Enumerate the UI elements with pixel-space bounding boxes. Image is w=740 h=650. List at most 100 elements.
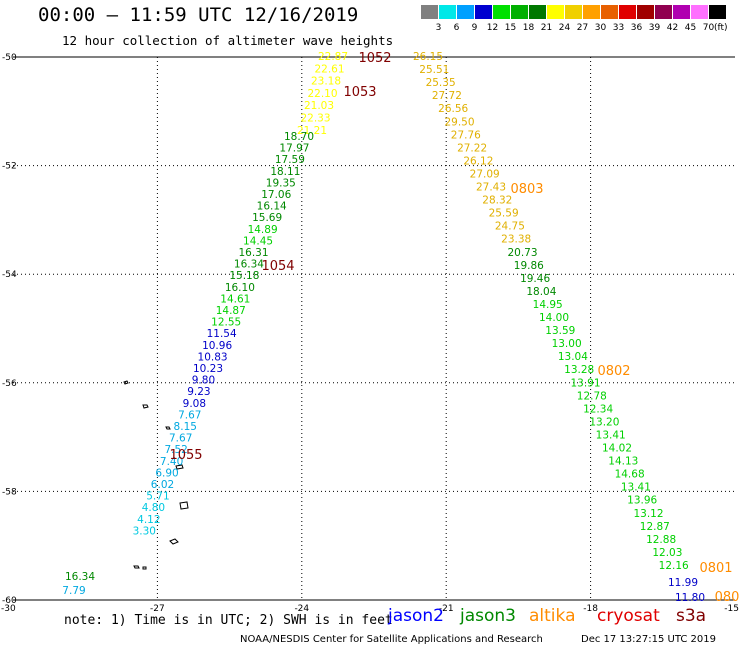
pass-time-label: 0803 — [510, 182, 543, 197]
island-outline — [169, 538, 179, 545]
wave-height-label: 18.11 — [270, 166, 300, 178]
wave-height-label: 21.03 — [304, 100, 334, 112]
wave-height-label: 9.80 — [192, 375, 215, 387]
wave-height-label: 22.33 — [300, 113, 330, 125]
wave-height-label: 10.23 — [193, 363, 223, 375]
page-title: 00:00 – 11:59 UTC 12/16/2019 — [38, 4, 359, 26]
legend-swatch — [583, 5, 600, 19]
wave-height-label: 23.38 — [501, 234, 531, 246]
legend-swatch — [439, 5, 456, 19]
wave-height-label: 7.40 — [160, 456, 183, 468]
legend-label: 12 — [486, 23, 499, 33]
legend-swatch — [529, 5, 546, 19]
wave-height-label: 22.10 — [307, 88, 337, 100]
satellite-legend-item: cryosat — [597, 606, 660, 626]
wave-height-label: 13.41 — [596, 429, 626, 441]
wave-height-label: 13.91 — [570, 377, 600, 389]
island-outline — [142, 566, 147, 570]
legend-label: 3 — [435, 23, 442, 33]
wave-height-label: 16.14 — [257, 201, 287, 213]
legend-swatch — [421, 5, 438, 19]
wave-height-label: 13.59 — [545, 325, 575, 337]
wave-height-label: 14.13 — [608, 456, 638, 468]
wave-height-label: 11.54 — [207, 328, 237, 340]
wave-height-label: 21.21 — [297, 125, 327, 137]
altimeter-tracks: 22.8722.6123.1822.1021.0322.3321.2118.70… — [62, 51, 705, 604]
wave-height-label: 7.79 — [62, 585, 85, 597]
legend-swatch — [493, 5, 510, 19]
wave-height-label: 12.88 — [646, 534, 676, 546]
wave-height-label: 6.90 — [155, 467, 178, 479]
wave-height-label: 24.75 — [495, 221, 525, 233]
latitude-tick-label: -60 — [2, 596, 17, 606]
longitude-tick-label: -15 — [724, 604, 739, 614]
island-outline — [175, 464, 184, 470]
wave-height-label: 13.96 — [627, 495, 657, 507]
island-outline — [165, 426, 171, 430]
wave-height-label: 14.00 — [539, 312, 569, 324]
legend-label: 30 — [594, 23, 607, 33]
legend-label: 24 — [558, 23, 571, 33]
legend-swatch — [601, 5, 618, 19]
wave-height-label: 13.04 — [558, 351, 588, 363]
island-outline — [142, 404, 149, 409]
legend-swatch — [547, 5, 564, 19]
pass-time-label: 080 — [715, 590, 740, 605]
wave-height-label: 10.96 — [202, 340, 232, 352]
wave-height-label: 13.28 — [564, 364, 594, 376]
wave-height-label: 16.34 — [234, 259, 264, 271]
wave-height-label: 12.34 — [583, 403, 613, 415]
wave-height-label: 22.61 — [314, 63, 344, 75]
legend-label: 45 — [684, 23, 697, 33]
legend-unit: (ft) — [714, 23, 728, 33]
pass-time-label: 1053 — [343, 85, 376, 100]
wave-height-label: 13.41 — [621, 482, 651, 494]
legend-label: 33 — [612, 23, 625, 33]
legend-label: 39 — [648, 23, 661, 33]
wave-height-label: 27.43 — [476, 182, 506, 194]
wave-height-label: 11.99 — [668, 577, 698, 589]
wave-height-label: 16.10 — [225, 282, 255, 294]
wave-height-label: 10.83 — [198, 351, 228, 363]
wave-height-label: 7.67 — [169, 433, 192, 445]
legend-swatch — [457, 5, 474, 19]
satellite-legend-item: jason3 — [460, 606, 516, 626]
wave-height-label: 12.78 — [577, 390, 607, 402]
wave-height-label: 25.59 — [489, 208, 519, 220]
legend-label: 18 — [522, 23, 535, 33]
wave-height-label: 27.22 — [457, 142, 487, 154]
legend-label: 27 — [576, 23, 589, 33]
wave-height-label: 7.52 — [164, 444, 187, 456]
wave-height-label: 26.12 — [463, 155, 493, 167]
wave-height-label: 18.04 — [526, 286, 556, 298]
axis-tick-labels: -50 -52 -54 -56 -58 -60-30 -27 -24 -21 -18 -15 — [1, 53, 739, 614]
page-subtitle: 12 hour collection of altimeter wave hei… — [62, 33, 394, 48]
wave-height-label: 11.80 — [675, 592, 705, 604]
wave-height-label: 25.35 — [426, 77, 456, 89]
island-outline — [179, 501, 189, 510]
wave-height-label: 19.35 — [266, 177, 296, 189]
latitude-tick-label: -56 — [2, 379, 17, 389]
longitude-tick-label: -30 — [1, 604, 16, 614]
wave-height-label: 13.20 — [589, 416, 619, 428]
legend-swatch — [673, 5, 690, 19]
pass-time-label: 0802 — [597, 364, 630, 379]
footer-note: note: 1) Time is in UTC; 2) SWH is in fe… — [64, 613, 393, 628]
legend-swatch — [655, 5, 672, 19]
legend-swatch — [637, 5, 654, 19]
wave-height-label: 9.23 — [187, 386, 210, 398]
longitude-tick-label: -21 — [439, 604, 454, 614]
wave-height-label: 16.31 — [238, 247, 268, 259]
wave-height-label: 18.70 — [284, 131, 314, 143]
legend-label: 21 — [540, 23, 553, 33]
wave-height-label: 17.59 — [275, 154, 305, 166]
latitude-tick-label: -58 — [2, 487, 17, 497]
generation-timestamp: Dec 17 13:27:15 UTC 2019 — [581, 634, 716, 645]
wave-height-label: 5.71 — [146, 491, 169, 503]
legend-label: 36 — [630, 23, 643, 33]
wave-height-label: 28.32 — [482, 195, 512, 207]
latitude-tick-label: -54 — [2, 270, 17, 280]
time-labels: 1052 1053 1054 1055 0803 0802 0801 080 — [169, 51, 739, 605]
legend-label: 6 — [453, 23, 460, 33]
longitude-tick-label: -27 — [150, 604, 165, 614]
